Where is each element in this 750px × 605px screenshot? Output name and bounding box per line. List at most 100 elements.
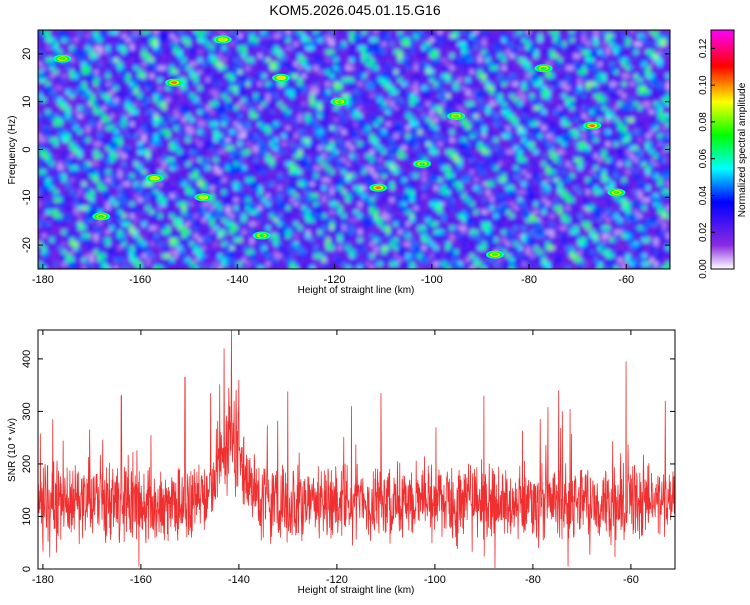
heatmap-cell — [254, 130, 259, 135]
heatmap-cell — [406, 82, 411, 87]
heatmap-cell — [574, 38, 579, 43]
heatmap-cell — [38, 74, 43, 79]
heatmap-cell — [182, 74, 187, 79]
heatmap-cell — [226, 126, 231, 131]
heatmap-cell — [638, 50, 643, 55]
heatmap-cell — [570, 90, 575, 95]
heatmap-cell — [394, 122, 399, 127]
heatmap-cell — [338, 118, 343, 123]
heatmap-cell — [182, 154, 187, 159]
heatmap-cell — [594, 102, 599, 107]
heatmap-cell — [530, 78, 535, 83]
heatmap-cell — [394, 130, 399, 135]
heatmap-cell — [634, 110, 639, 115]
heatmap-cell — [494, 138, 499, 143]
heatmap-cell — [486, 62, 491, 67]
heatmap-cell — [650, 130, 655, 135]
heatmap-cell — [546, 30, 551, 35]
heatmap-cell — [66, 42, 71, 47]
heatmap-cell — [242, 126, 247, 131]
heatmap-cell — [258, 90, 263, 95]
heatmap-cell — [442, 66, 447, 71]
heatmap-cell — [506, 78, 511, 83]
heatmap-cell — [214, 110, 219, 115]
heatmap-cell — [650, 98, 655, 103]
heatmap-cell — [242, 94, 247, 99]
heatmap-cell — [286, 38, 291, 43]
heatmap-cell — [398, 38, 403, 43]
heatmap-cell — [590, 102, 595, 107]
heatmap-cell — [654, 98, 659, 103]
heatmap-cell — [226, 94, 231, 99]
heatmap-cell — [458, 78, 463, 83]
heatmap-cell — [358, 150, 363, 155]
heatmap-cell — [122, 134, 127, 139]
heatmap-cell — [610, 78, 615, 83]
heatmap-cell — [534, 86, 539, 91]
heatmap-cell — [50, 154, 55, 159]
heatmap-cell — [634, 94, 639, 99]
heatmap-cell — [622, 142, 627, 147]
heatmap-cell — [166, 70, 171, 75]
heatmap-cell — [650, 70, 655, 75]
heatmap-cell — [550, 102, 555, 107]
heatmap-cell — [230, 42, 235, 47]
heatmap-cell — [562, 46, 567, 51]
heatmap-cell — [42, 82, 47, 87]
heatmap-cell — [54, 78, 59, 83]
heatmap-cell — [118, 78, 123, 83]
heatmap-cell — [310, 146, 315, 151]
heatmap-cell — [578, 110, 583, 115]
heatmap-cell — [498, 38, 503, 43]
heatmap-cell — [506, 146, 511, 151]
heatmap-cell — [554, 102, 559, 107]
heatmap-cell — [58, 42, 63, 47]
heatmap-cell — [110, 146, 115, 151]
heatmap-cell — [38, 34, 43, 39]
heatmap-cell — [270, 126, 275, 131]
heatmap-cell — [590, 146, 595, 151]
heatmap-cell — [434, 134, 439, 139]
heatmap-cell — [150, 50, 155, 55]
heatmap-cell — [122, 142, 127, 147]
heatmap-cell — [170, 106, 175, 111]
heatmap-cell — [470, 142, 475, 147]
heatmap-cell — [326, 70, 331, 75]
heatmap-cell — [662, 118, 667, 123]
heatmap-cell — [634, 50, 639, 55]
heatmap-cell — [522, 94, 527, 99]
heatmap-cell — [570, 82, 575, 87]
heatmap-cell — [298, 146, 303, 151]
heatmap-cell — [666, 50, 670, 55]
heatmap-cell — [118, 30, 123, 35]
heatmap-cell — [158, 58, 163, 63]
heatmap-cell — [186, 42, 191, 47]
heatmap-cell — [626, 34, 631, 39]
heatmap-cell — [358, 74, 363, 79]
heatmap-cell — [346, 142, 351, 147]
heatmap-cell — [390, 38, 395, 43]
heatmap-cell — [166, 42, 171, 47]
heatmap-cell — [218, 150, 223, 155]
heatmap-cell — [142, 122, 147, 127]
heatmap-cell — [366, 66, 371, 71]
heatmap-cell — [242, 54, 247, 59]
heatmap-cell — [334, 122, 339, 127]
heatmap-cell — [118, 126, 123, 131]
heatmap-cell — [634, 134, 639, 139]
heatmap-cell — [466, 94, 471, 99]
heatmap-cell — [606, 78, 611, 83]
heatmap-cell — [366, 78, 371, 83]
heatmap-cell — [522, 34, 527, 39]
heatmap-cell — [398, 62, 403, 67]
heatmap-cell — [414, 102, 419, 107]
heatmap-cell — [70, 54, 75, 59]
heatmap-cell — [202, 58, 207, 63]
heatmap-cell — [290, 98, 295, 103]
heatmap-cell — [310, 98, 315, 103]
heatmap-cell — [74, 114, 79, 119]
heatmap-cell — [190, 110, 195, 115]
heatmap-cell — [522, 58, 527, 63]
heatmap-cell — [626, 106, 631, 111]
heatmap-cell — [102, 130, 107, 135]
